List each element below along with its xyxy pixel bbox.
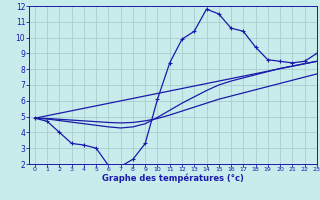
X-axis label: Graphe des températures (°c): Graphe des températures (°c) xyxy=(102,174,244,183)
